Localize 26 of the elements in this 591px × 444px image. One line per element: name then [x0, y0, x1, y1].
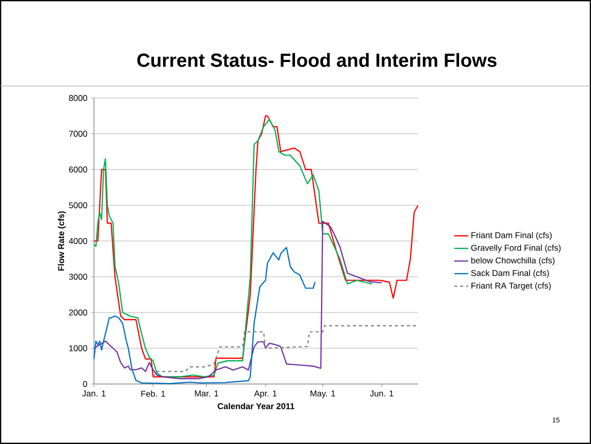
y-tick-label: 6000	[69, 166, 88, 172]
x-tick-label: Feb. 1	[141, 390, 166, 397]
legend-label: Friant RA Target (cfs)	[471, 282, 551, 290]
legend-label: Friant Dam Final (cfs)	[471, 232, 552, 240]
line-series	[93, 246, 316, 384]
x-tick-label: Jan. 1	[82, 390, 106, 396]
y-tick-label: 0	[83, 381, 88, 387]
x-tick-label: Apr. 1	[254, 390, 277, 398]
chart-title: Current Status- Flood and Interim Flows	[137, 53, 496, 67]
x-tick-label: Mar. 1	[194, 390, 218, 396]
legend-label: below Chowchilla (cfs)	[471, 257, 554, 266]
y-tick-label: 4000	[68, 238, 88, 244]
line-series	[93, 118, 373, 378]
y-tick-label: 3000	[68, 274, 88, 280]
y-tick-label: 1000	[69, 345, 88, 352]
y-tick-label: 7000	[69, 130, 88, 137]
y-tick-label: 8000	[69, 95, 88, 101]
legend-label: Sack Dam Final (cfs)	[471, 270, 549, 278]
y-axis-title: Flow Rate (cfs)	[58, 211, 66, 271]
x-axis-title: Calendar Year 2011	[218, 402, 294, 410]
y-tick-label: 2000	[69, 310, 88, 316]
x-tick-label: Jun. 1	[370, 390, 394, 396]
y-tick-label: 5000	[68, 202, 88, 208]
line-series	[152, 325, 419, 378]
legend-label: Gravelly Ford Final (cfs)	[471, 244, 561, 252]
x-tick-label: May. 1	[310, 390, 336, 398]
